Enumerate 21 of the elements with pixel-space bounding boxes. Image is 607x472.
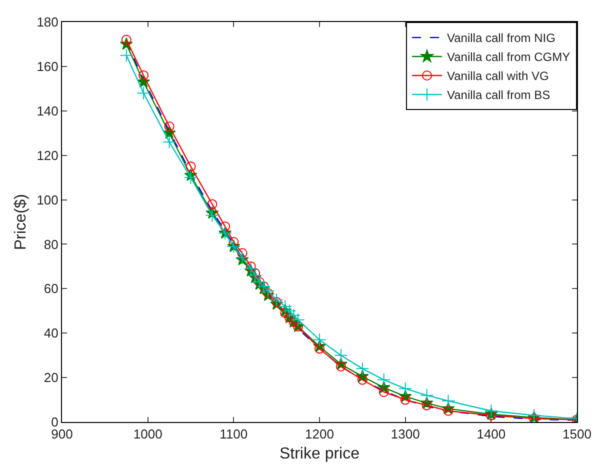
y-axis-title: Price($) <box>12 194 30 250</box>
y-tick-label: 40 <box>44 326 58 341</box>
y-tick-label: 20 <box>44 370 58 386</box>
x-axis-title: Strike price <box>279 445 360 462</box>
legend-label: Vanilla call from BS <box>447 88 550 102</box>
legend-label: Vanilla call from CGMY <box>447 50 570 64</box>
y-tick-label: 120 <box>36 148 58 163</box>
legend-label: Vanilla call from NIG <box>447 31 556 46</box>
y-tick-label: 140 <box>36 103 58 118</box>
x-tick-label: 1500 <box>562 426 592 442</box>
y-tick-label: 100 <box>36 192 58 208</box>
x-tick-label: 1100 <box>220 426 248 442</box>
x-tick-label: 1300 <box>390 426 420 442</box>
y-tick-label: 180 <box>36 14 58 30</box>
y-tick-label: 80 <box>44 236 58 252</box>
x-tick-label: 1400 <box>476 426 506 442</box>
y-tick-label: 60 <box>44 281 58 296</box>
x-tick-label: 1200 <box>305 426 334 442</box>
x-tick-label: 1000 <box>133 426 162 442</box>
y-tick-label: 160 <box>36 58 58 74</box>
legend-label: Vanilla call with VG <box>447 69 549 84</box>
